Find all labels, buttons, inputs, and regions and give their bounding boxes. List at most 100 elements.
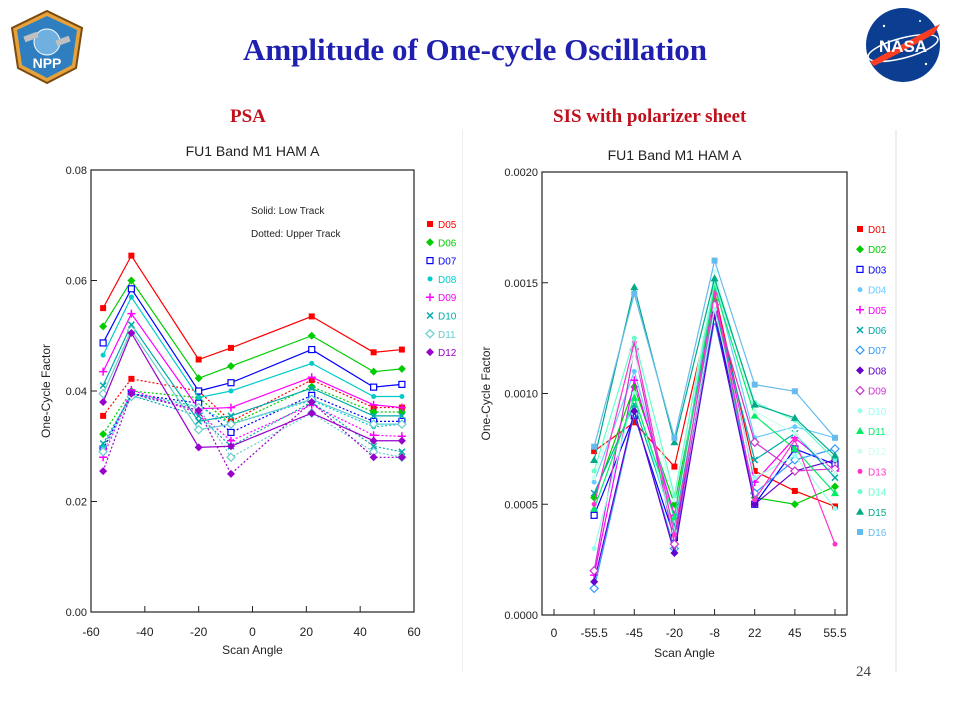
y-tick-label: 0.0000 (504, 610, 538, 622)
slide-title: Amplitude of One-cycle Oscillation (242, 32, 708, 67)
series-d08 (590, 311, 839, 586)
x-tick-label: -60 (82, 625, 100, 639)
legend-marker (426, 256, 434, 265)
x-tick-label: 0 (249, 625, 256, 639)
nasa-logo: NASA (866, 8, 940, 82)
legend-marker (425, 328, 435, 339)
data-point (98, 388, 108, 399)
legend-marker (427, 276, 433, 282)
data-point (226, 442, 235, 451)
legend-label: D16 (868, 528, 887, 539)
psa-chart: FU1 Band M1 HAM A -60 -40 -20 0 20 40 60 0.00 0.0… (39, 143, 457, 657)
data-point (752, 497, 758, 503)
data-point (194, 443, 203, 452)
series-d05 (590, 289, 839, 580)
legend-label: D02 (868, 245, 887, 256)
series-line (593, 293, 836, 576)
legend-marker (856, 507, 864, 515)
data-point (127, 276, 136, 285)
data-point (751, 381, 758, 388)
data-point (831, 474, 839, 482)
data-point (832, 470, 838, 476)
data-point (127, 389, 136, 398)
data-point (631, 368, 637, 374)
data-point (369, 453, 378, 462)
data-point (591, 479, 597, 485)
data-point (127, 328, 136, 337)
legend-label: D11 (438, 330, 456, 341)
data-point (631, 335, 637, 341)
series-d12 (591, 269, 838, 503)
data-point (399, 394, 405, 400)
data-point (749, 437, 760, 448)
data-point (792, 437, 798, 443)
legend-marker (856, 265, 864, 273)
annotation-solid: Solid: Low Track (251, 206, 325, 217)
data-point (792, 424, 798, 430)
data-point (630, 407, 639, 416)
data-point (127, 285, 135, 293)
data-point (100, 305, 107, 312)
data-point (226, 419, 236, 429)
data-point (671, 532, 677, 538)
data-point (194, 406, 203, 415)
series-line-low (102, 331, 402, 448)
data-point (369, 367, 378, 376)
legend-label: D08 (438, 275, 457, 286)
data-point (226, 469, 235, 478)
legend-marker (856, 305, 864, 314)
x-tick-label: -20 (190, 625, 208, 639)
y-tick-label: 0.06 (66, 276, 87, 288)
data-point (127, 309, 136, 318)
data-point (669, 539, 680, 549)
data-point (226, 403, 235, 412)
data-point (831, 451, 839, 459)
data-point (398, 380, 406, 388)
x-tick-label: 45 (788, 626, 802, 640)
data-point (128, 375, 135, 382)
x-tick-label: 55.5 (823, 626, 847, 640)
data-point (631, 351, 637, 357)
npp-logo: NPP (10, 9, 84, 85)
data-point (591, 501, 597, 507)
data-point (711, 257, 718, 264)
right-chart-caption: SIS with polarizer sheet (553, 106, 747, 127)
data-point (631, 290, 638, 297)
data-point (831, 482, 839, 491)
data-point (630, 283, 639, 291)
data-point (99, 339, 107, 347)
x-tick-label: 0 (551, 626, 558, 640)
series-d08 (100, 294, 405, 449)
data-point (791, 388, 798, 395)
x-tick-label: -55.5 (580, 626, 608, 640)
data-point (307, 409, 316, 418)
series-d12 (99, 328, 406, 478)
data-point (99, 439, 107, 448)
data-point (832, 434, 838, 441)
series-line-low (102, 279, 402, 380)
data-point (630, 376, 639, 385)
data-point (630, 393, 639, 401)
data-point (370, 383, 378, 391)
legend-marker (856, 427, 864, 434)
data-point (228, 388, 234, 394)
data-point (227, 412, 235, 420)
series-line-low (102, 295, 402, 399)
x-axis-label: Scan Angle (654, 646, 715, 660)
legend-marker (857, 468, 863, 474)
data-point (227, 344, 234, 351)
series-d13 (591, 291, 838, 547)
data-point (368, 419, 379, 429)
data-point (195, 387, 203, 395)
data-point (196, 395, 202, 401)
data-point (750, 500, 759, 509)
data-point (397, 453, 406, 462)
data-point (670, 513, 679, 521)
x-tick-label: 40 (353, 625, 367, 639)
series-line (593, 293, 836, 545)
data-point (226, 452, 236, 463)
data-point (369, 436, 378, 445)
data-point (670, 438, 679, 446)
data-point (671, 434, 678, 441)
legend-marker (855, 385, 865, 396)
